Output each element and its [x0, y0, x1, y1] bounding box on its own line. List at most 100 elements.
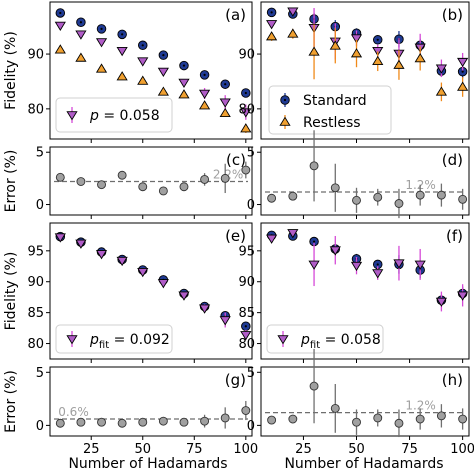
legend-label: Restless	[303, 115, 361, 131]
panel-frame	[260, 366, 470, 437]
y-tick-label: 95	[238, 244, 255, 259]
data-point	[372, 55, 384, 65]
data-point	[393, 59, 405, 69]
panel-tag: (f)	[446, 227, 463, 245]
panel-f: 80 85 90 95 (f) pfit = 0.058	[238, 222, 470, 363]
data-point	[179, 417, 189, 427]
series-circle-dot	[55, 231, 251, 331]
y-tick-label: 95	[27, 244, 44, 259]
data-point-center	[376, 263, 379, 266]
panel-tag: (a)	[225, 6, 246, 24]
data-point	[415, 190, 425, 200]
legend-marker-center	[283, 98, 287, 102]
data-point	[179, 182, 189, 192]
panel-b: 80 90 (b) Standard Restless	[238, 1, 470, 143]
data-point	[436, 411, 446, 421]
data-point	[219, 107, 231, 118]
legend-marker	[279, 116, 291, 126]
y-tick-label: 80	[238, 102, 255, 117]
data-point-center	[270, 11, 273, 14]
data-point	[457, 57, 469, 68]
data-point	[330, 183, 340, 193]
data-point	[55, 172, 65, 182]
data-point	[95, 38, 108, 48]
x-tick-label: 25	[83, 442, 100, 457]
data-point	[309, 381, 319, 391]
data-point-center	[182, 64, 186, 67]
data-point	[350, 34, 363, 44]
legend-label: p = 0.058	[89, 108, 160, 124]
data-point	[436, 190, 446, 200]
data-point	[266, 234, 278, 244]
y-tick-label: 80	[238, 337, 255, 352]
legend-marker	[66, 111, 78, 121]
data-point	[329, 246, 341, 256]
data-point	[178, 78, 190, 88]
legend: p = 0.058	[55, 97, 173, 133]
y-tick-label: 5	[36, 366, 44, 381]
data-point	[157, 86, 169, 96]
y-tick-label: 90	[27, 275, 44, 290]
panel-frame	[260, 222, 470, 360]
x-tick-label: 50	[134, 442, 151, 457]
data-point	[75, 52, 87, 62]
x-tick-label: 75	[401, 442, 418, 457]
data-point-center	[224, 83, 227, 86]
panel-tag: (h)	[442, 371, 463, 389]
series-triangle-down	[54, 233, 252, 341]
data-point	[54, 233, 66, 243]
legend-marker	[66, 335, 78, 345]
data-point	[373, 192, 383, 202]
data-point-center	[59, 11, 62, 15]
data-point	[288, 414, 298, 424]
data-point-center	[79, 21, 83, 24]
data-point	[54, 21, 66, 31]
data-point	[350, 261, 363, 272]
panel-frame	[260, 1, 470, 140]
data-point	[116, 71, 128, 81]
series-triangle-up	[54, 44, 252, 133]
data-point	[267, 193, 277, 203]
data-point	[372, 269, 384, 279]
data-point	[458, 414, 468, 424]
data-point	[308, 260, 320, 270]
legend: pfit = 0.058	[266, 324, 384, 354]
data-point	[266, 20, 278, 30]
data-point	[116, 46, 128, 57]
data-point	[198, 100, 211, 110]
panel-a: 80 90 Fidelity (%) (a) p = 0.058	[3, 1, 253, 143]
data-point	[394, 418, 404, 428]
panel-tag: (b)	[442, 6, 463, 24]
series-circle-dot	[55, 8, 251, 98]
series-circle-dot	[266, 230, 468, 306]
legend-label: pfit = 0.058	[300, 332, 381, 351]
series-triangle-down	[54, 21, 252, 120]
data-point	[200, 416, 210, 426]
y-tick-label: 80	[27, 337, 44, 352]
data-point	[137, 268, 149, 278]
data-point	[219, 316, 231, 326]
data-point	[352, 417, 361, 427]
data-point	[76, 177, 86, 186]
data-point-center	[121, 33, 124, 36]
series-triangle-down	[266, 229, 469, 312]
data-point	[198, 304, 211, 314]
y-tick-label: 80	[27, 102, 44, 117]
legend-box	[266, 324, 384, 354]
y-tick-label: 85	[238, 306, 255, 321]
data-point	[241, 165, 251, 175]
data-point	[415, 414, 425, 424]
data-point-center	[244, 91, 247, 95]
data-point	[158, 416, 168, 426]
data-point	[435, 86, 448, 96]
panel-tag: (g)	[225, 371, 246, 389]
data-point	[330, 403, 340, 413]
data-point	[458, 194, 468, 204]
legend-label: Standard	[303, 93, 367, 109]
x-tick-label: 75	[186, 442, 203, 457]
data-point	[414, 260, 426, 270]
y-axis-label: Fidelity (%)	[3, 252, 19, 331]
panel-frame	[49, 222, 253, 360]
